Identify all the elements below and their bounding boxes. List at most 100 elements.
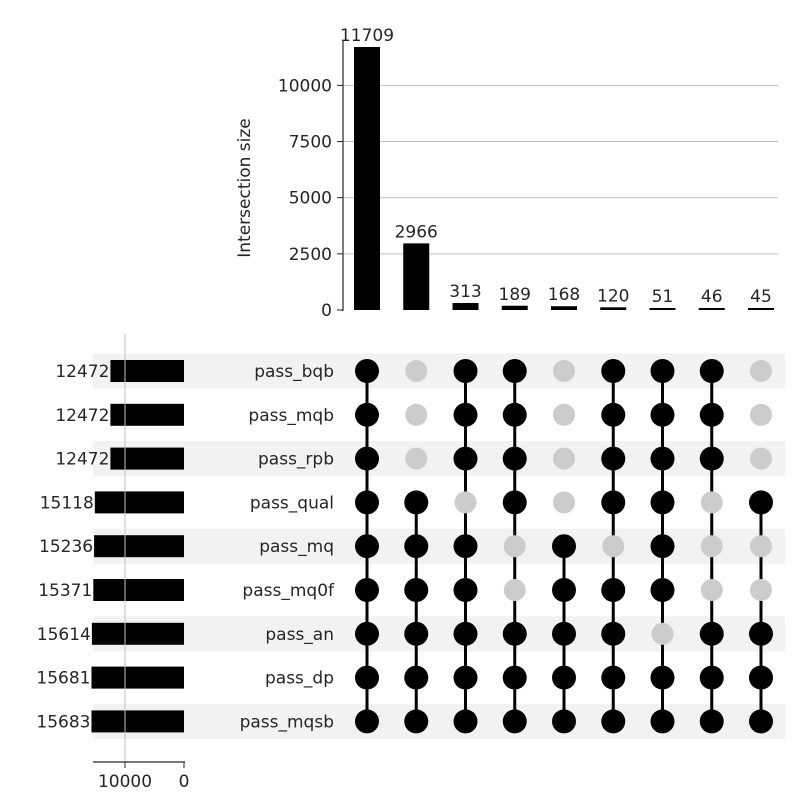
matrix-dot-active: [453, 446, 478, 471]
matrix-dot-inactive: [405, 403, 428, 426]
intersection-bar: [600, 307, 627, 310]
intersection-bar: [649, 308, 676, 310]
matrix-dot-active: [650, 490, 675, 515]
intersection-bar-label: 46: [701, 287, 723, 307]
matrix-dot-active: [453, 534, 478, 559]
intersection-bar-label: 168: [548, 285, 580, 305]
set-size-label: 15236: [39, 537, 93, 557]
matrix-dot-active: [355, 490, 379, 515]
set-label: pass_rpb: [258, 450, 334, 470]
matrix-dot-active: [355, 359, 379, 383]
matrix-dot-inactive: [750, 403, 772, 426]
matrix-dot-active: [453, 402, 478, 427]
set-label: pass_dp: [265, 669, 334, 689]
membership-matrix: [355, 359, 773, 734]
intersection-bars: [354, 47, 774, 310]
set-size-label: 15683: [36, 712, 90, 732]
set-label: pass_qual: [250, 493, 334, 513]
intersection-bar-label: 45: [750, 287, 772, 307]
row-shade: [93, 616, 785, 652]
matrix-dot-active: [699, 665, 724, 690]
set-label: pass_mq0f: [242, 581, 335, 601]
matrix-dot-inactive: [503, 579, 526, 601]
set-size-label: 12472: [55, 362, 109, 382]
set-size-bar: [91, 666, 184, 689]
matrix-dot-active: [355, 665, 379, 690]
matrix-dot-active: [502, 709, 527, 734]
set-size-label: 15118: [40, 493, 94, 513]
gridlines: [343, 84, 778, 255]
set-size-bars: [91, 360, 184, 733]
matrix-dot-active: [502, 402, 527, 427]
row-shades: [93, 353, 785, 739]
set-label: pass_mqb: [248, 406, 334, 426]
matrix-dot-active: [502, 665, 527, 690]
set-label: pass_mqsb: [240, 712, 334, 732]
y-tick-label: 5000: [289, 189, 332, 209]
intersection-bar: [403, 243, 430, 310]
matrix-dot-active: [601, 446, 626, 471]
matrix-dot-active: [355, 621, 379, 646]
intersection-bar-label: 11709: [340, 26, 394, 46]
row-shade: [93, 703, 785, 739]
matrix-dot-active: [502, 446, 527, 471]
matrix-dot-active: [601, 709, 626, 734]
set-size-bar: [110, 447, 184, 470]
matrix-dot-active: [502, 621, 527, 646]
matrix-dot-active: [749, 490, 773, 515]
intersection-bar-label: 2966: [395, 222, 438, 242]
matrix-dot-inactive: [700, 579, 723, 601]
matrix-dot-active: [453, 665, 478, 690]
matrix-dot-inactive: [454, 491, 477, 514]
set-size-labels: 12472 12472 12472 15118 15236 15371 15614 15681…: [36, 362, 109, 732]
intersection-bar: [748, 308, 774, 310]
set-size-bar: [94, 491, 184, 514]
set-label: pass_mq: [259, 537, 334, 557]
set-size-label: 15371: [38, 581, 92, 601]
matrix-dot-inactive: [553, 403, 575, 426]
matrix-dot-active: [453, 578, 478, 602]
matrix-dot-active: [699, 402, 724, 427]
matrix-dot-active: [552, 578, 576, 602]
matrix-dot-active: [650, 665, 675, 690]
y-tick-label: 2500: [289, 245, 332, 265]
set-size-bar: [91, 622, 184, 645]
matrix-dot-active: [404, 709, 429, 734]
matrix-dot-active: [404, 621, 429, 646]
intersection-bar: [551, 306, 577, 310]
intersection-y-axis: 0 2500 5000 7500 10000: [278, 40, 344, 321]
y-tick-label: 0: [321, 301, 332, 321]
matrix-dot-active: [699, 359, 724, 383]
set-size-axis: 10000 0: [93, 334, 189, 792]
matrix-dot-active: [453, 709, 478, 734]
matrix-dot-active: [749, 621, 773, 646]
row-shade: [93, 528, 785, 564]
matrix-dot-active: [699, 621, 724, 646]
matrix-dot-active: [355, 578, 379, 602]
matrix-dot-active: [355, 402, 379, 427]
matrix-dot-inactive: [602, 535, 625, 558]
set-axis-tick-label: 10000: [98, 772, 152, 792]
matrix-dot-inactive: [750, 360, 772, 382]
matrix-dot-active: [404, 490, 429, 515]
set-label: pass_an: [265, 625, 334, 645]
matrix-dot-active: [502, 490, 527, 515]
matrix-dot-active: [601, 490, 626, 515]
matrix-dot-active: [749, 665, 773, 690]
row-shade: [93, 441, 785, 477]
matrix-dot-inactive: [750, 535, 772, 558]
matrix-dot-active: [601, 402, 626, 427]
matrix-dot-active: [601, 359, 626, 383]
matrix-dot-active: [355, 709, 379, 734]
matrix-dot-inactive: [553, 491, 575, 514]
set-size-label: 12472: [55, 406, 109, 426]
matrix-dot-active: [699, 446, 724, 471]
matrix-dot-inactive: [405, 447, 428, 470]
set-labels: pass_bqb pass_mqb pass_rpb pass_qual pass_mq…: [240, 362, 335, 732]
set-size-label: 15614: [37, 625, 91, 645]
y-axis-label: Intersection size: [235, 118, 255, 258]
set-size-label: 15681: [36, 669, 90, 689]
y-tick-label: 7500: [289, 133, 332, 153]
matrix-dot-inactive: [700, 491, 723, 514]
